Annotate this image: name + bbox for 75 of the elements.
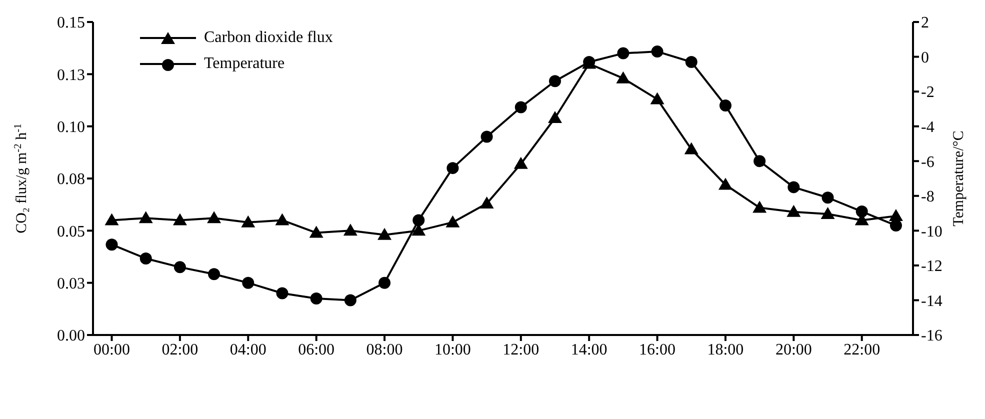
point bbox=[480, 196, 494, 209]
point bbox=[446, 162, 459, 174]
point bbox=[241, 215, 256, 228]
y2-tick-label: -2 bbox=[921, 84, 934, 102]
point bbox=[754, 155, 766, 168]
point bbox=[378, 276, 391, 289]
x-tick-label: 10:00 bbox=[434, 341, 471, 358]
point bbox=[719, 99, 732, 112]
y2-axis-title: Temperature/°C bbox=[951, 130, 967, 226]
point bbox=[651, 46, 664, 58]
point bbox=[617, 47, 630, 60]
point bbox=[276, 287, 288, 300]
point bbox=[684, 142, 698, 154]
point bbox=[242, 276, 254, 289]
y2-tick-label: -4 bbox=[921, 119, 934, 136]
point bbox=[514, 101, 527, 114]
y-tick-label: 0.00 bbox=[57, 328, 85, 345]
point bbox=[888, 209, 903, 222]
point bbox=[514, 156, 528, 169]
y-tick-label: 0.05 bbox=[57, 223, 85, 240]
x-tick-label: 12:00 bbox=[502, 341, 540, 358]
x-tick-label: 02:00 bbox=[162, 341, 198, 358]
y2-tick-label: -14 bbox=[921, 292, 942, 310]
point bbox=[752, 200, 767, 213]
point bbox=[208, 268, 220, 280]
point bbox=[685, 56, 698, 68]
point bbox=[344, 294, 356, 306]
point bbox=[650, 92, 664, 104]
y-tick-label: 0.03 bbox=[57, 276, 85, 293]
point bbox=[718, 178, 732, 190]
y2-tick-label: -10 bbox=[921, 223, 942, 240]
point bbox=[412, 214, 425, 226]
point bbox=[480, 130, 493, 143]
point bbox=[446, 215, 460, 228]
point bbox=[548, 75, 561, 88]
point bbox=[138, 211, 153, 224]
y-tick-label: 0.08 bbox=[57, 171, 85, 188]
x-tick-label: 18:00 bbox=[707, 341, 744, 358]
x-tick-label: 16:00 bbox=[639, 341, 676, 358]
point bbox=[275, 213, 290, 226]
point bbox=[174, 261, 186, 274]
point bbox=[788, 181, 800, 194]
y2-tick-label: -8 bbox=[921, 188, 934, 206]
x-tick-label: 04:00 bbox=[230, 341, 266, 358]
x-tick-label: 00:00 bbox=[94, 341, 130, 358]
point bbox=[786, 204, 801, 217]
point bbox=[616, 71, 630, 84]
point bbox=[104, 213, 119, 226]
y2-tick-label: 0 bbox=[921, 49, 929, 66]
point bbox=[548, 110, 562, 123]
point bbox=[106, 238, 118, 251]
y-tick-label: 0.13 bbox=[57, 66, 85, 84]
point bbox=[343, 224, 358, 236]
y2-tick-label: -6 bbox=[921, 154, 934, 171]
legend-label: Temperature bbox=[204, 55, 285, 73]
x-tick-label: 22:00 bbox=[844, 341, 880, 358]
point bbox=[140, 252, 152, 264]
x-tick-label: 08:00 bbox=[366, 341, 403, 358]
x-tick-label: 14:00 bbox=[570, 341, 608, 358]
y2-tick-label: 2 bbox=[921, 14, 929, 32]
point bbox=[309, 226, 324, 238]
point bbox=[172, 213, 187, 226]
point bbox=[378, 228, 392, 240]
y-tick-label: 0.10 bbox=[57, 119, 85, 136]
y2-tick-label: -16 bbox=[921, 328, 942, 345]
y2-tick-label: -12 bbox=[921, 258, 942, 276]
y-tick-label: 0.15 bbox=[57, 14, 85, 32]
legend-label: Carbon dioxide flux bbox=[204, 29, 333, 47]
x-tick-label: 20:00 bbox=[775, 341, 812, 358]
point bbox=[822, 192, 834, 204]
point bbox=[820, 206, 835, 219]
point bbox=[856, 206, 868, 218]
point bbox=[310, 292, 322, 304]
x-tick-label: 06:00 bbox=[298, 341, 335, 358]
point bbox=[207, 211, 222, 224]
